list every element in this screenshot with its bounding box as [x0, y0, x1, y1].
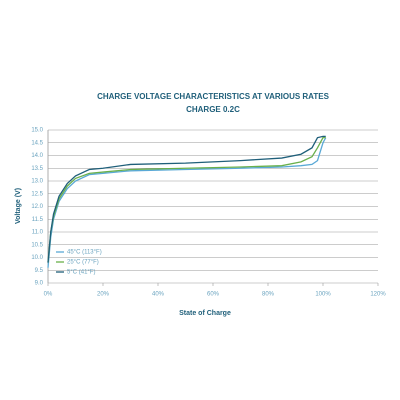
- series-line: [47, 135, 326, 263]
- x-tick-label: 100%: [315, 292, 331, 298]
- y-tick-label: 12.0: [31, 204, 43, 210]
- series-line: [47, 137, 327, 268]
- y-tick-label: 11.5: [32, 217, 44, 223]
- y-tick-label: 13.5: [31, 166, 43, 172]
- y-tick-label: 12.5: [31, 191, 43, 197]
- chart-title: CHARGE VOLTAGE CHARACTERISTICS AT VARIOU…: [97, 92, 330, 101]
- y-tick-label: 14.5: [31, 140, 43, 146]
- x-tick-label: 60%: [207, 292, 220, 298]
- y-axis-label: Voltage (V): [15, 188, 22, 224]
- y-tick-label: 10.5: [31, 242, 43, 248]
- chart-subtitle: CHARGE 0.2C: [186, 105, 240, 114]
- y-tick-label: 13.0: [31, 179, 43, 185]
- y-tick-label: 10.0: [31, 255, 43, 261]
- legend-label: 25°C (77°F): [67, 260, 99, 266]
- x-tick-label: 20%: [97, 292, 110, 298]
- y-tick-label: 9.5: [35, 268, 44, 274]
- legend-label: 5°C (41°F): [67, 270, 95, 276]
- series-line: [47, 137, 326, 263]
- y-tick-label: 11.0: [32, 230, 44, 236]
- y-tick-label: 9.0: [35, 281, 44, 287]
- y-tick-label: 15.0: [31, 128, 43, 134]
- y-tick-label: 14.0: [31, 153, 43, 159]
- x-tick-label: 80%: [262, 292, 275, 298]
- legend-label: 45°C (113°F): [67, 250, 102, 256]
- x-axis-label: State of Charge: [179, 310, 231, 317]
- x-tick-label: 0%: [44, 292, 53, 298]
- x-tick-label: 120%: [370, 292, 386, 298]
- x-tick-label: 40%: [152, 292, 165, 298]
